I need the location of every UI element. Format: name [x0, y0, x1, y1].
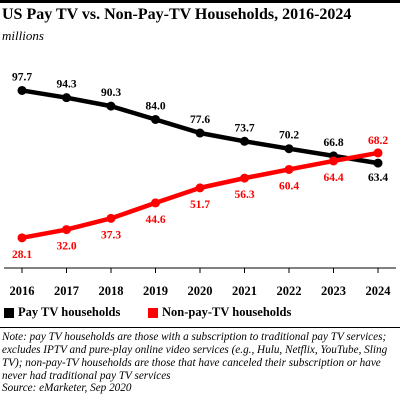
- x-tick-label: 2024: [366, 284, 392, 298]
- data-point-pay-tv: [62, 93, 71, 103]
- data-point-pay-tv: [195, 128, 205, 138]
- data-point-pay-tv: [284, 144, 294, 154]
- data-point-non-pay-tv: [195, 183, 205, 193]
- x-tick-label: 2022: [277, 284, 302, 298]
- series-line-pay-tv: [19, 88, 381, 166]
- data-label-non-pay-tv: 56.3: [234, 189, 254, 201]
- data-label-pay-tv: 84.0: [145, 100, 165, 112]
- chart-subtitle: millions: [2, 28, 44, 43]
- footnote: Note: pay TV households are those with a…: [2, 331, 388, 382]
- data-point-non-pay-tv: [17, 233, 27, 243]
- x-tick-label: 2017: [54, 284, 79, 298]
- data-label-non-pay-tv: 37.3: [101, 229, 121, 241]
- data-label-non-pay-tv: 60.4: [279, 180, 299, 192]
- data-label-pay-tv: 97.7: [12, 71, 32, 83]
- footer-rule: [0, 327, 400, 328]
- data-label-pay-tv: 90.3: [101, 87, 121, 99]
- data-label-pay-tv: 70.2: [279, 130, 299, 142]
- source-line: Source: eMarketer, Sep 2020: [2, 382, 132, 394]
- x-tick-label: 2019: [143, 284, 168, 298]
- data-point-non-pay-tv: [240, 173, 249, 183]
- data-label-pay-tv: 94.3: [56, 79, 76, 91]
- data-label-pay-tv: 63.4: [368, 172, 388, 184]
- data-label-pay-tv: 66.8: [323, 137, 343, 149]
- data-point-pay-tv: [151, 114, 160, 124]
- x-tick-label: 2016: [10, 284, 35, 298]
- x-tick-label: 2018: [99, 284, 124, 298]
- data-point-non-pay-tv: [373, 148, 383, 158]
- data-label-pay-tv: 73.7: [234, 122, 254, 134]
- data-label-non-pay-tv: 64.4: [323, 172, 343, 184]
- data-label-non-pay-tv: 32.0: [56, 241, 76, 253]
- legend-swatch-pay-tv: [4, 307, 14, 318]
- data-point-non-pay-tv: [151, 198, 160, 208]
- data-point-pay-tv: [373, 158, 383, 168]
- legend-label-non-pay-tv: Non-pay-TV households: [162, 305, 292, 319]
- data-point-non-pay-tv: [106, 213, 116, 223]
- data-point-pay-tv: [17, 85, 27, 95]
- legend-item-non-pay-tv: Non-pay-TV households: [148, 305, 291, 320]
- data-label-non-pay-tv: 51.7: [190, 199, 210, 211]
- data-point-non-pay-tv: [62, 225, 71, 235]
- chart-title: US Pay TV vs. Non-Pay-TV Households, 201…: [2, 6, 352, 23]
- legend-label-pay-tv: Pay TV households: [18, 305, 121, 319]
- data-label-non-pay-tv: 28.1: [12, 249, 32, 261]
- data-point-pay-tv: [240, 136, 249, 146]
- top-rule: [0, 0, 400, 3]
- data-point-non-pay-tv: [329, 156, 338, 166]
- data-point-non-pay-tv: [284, 164, 294, 174]
- data-label-non-pay-tv: 44.6: [145, 214, 165, 226]
- line-chart: 2016 2017 2018 2019 2020 2021 2022 2023 2024 97.7…: [4, 71, 396, 298]
- series-line-non-pay-tv: [19, 150, 381, 241]
- legend-item-pay-tv: Pay TV households: [4, 305, 120, 320]
- x-tick-label: 2023: [321, 284, 346, 298]
- x-tick-label: 2021: [232, 284, 257, 298]
- data-label-pay-tv: 77.6: [190, 114, 210, 126]
- data-label-non-pay-tv: 68.2: [368, 135, 388, 147]
- x-tick-label: 2020: [188, 284, 213, 298]
- legend-swatch-non-pay-tv: [148, 307, 158, 318]
- data-point-pay-tv: [106, 101, 116, 111]
